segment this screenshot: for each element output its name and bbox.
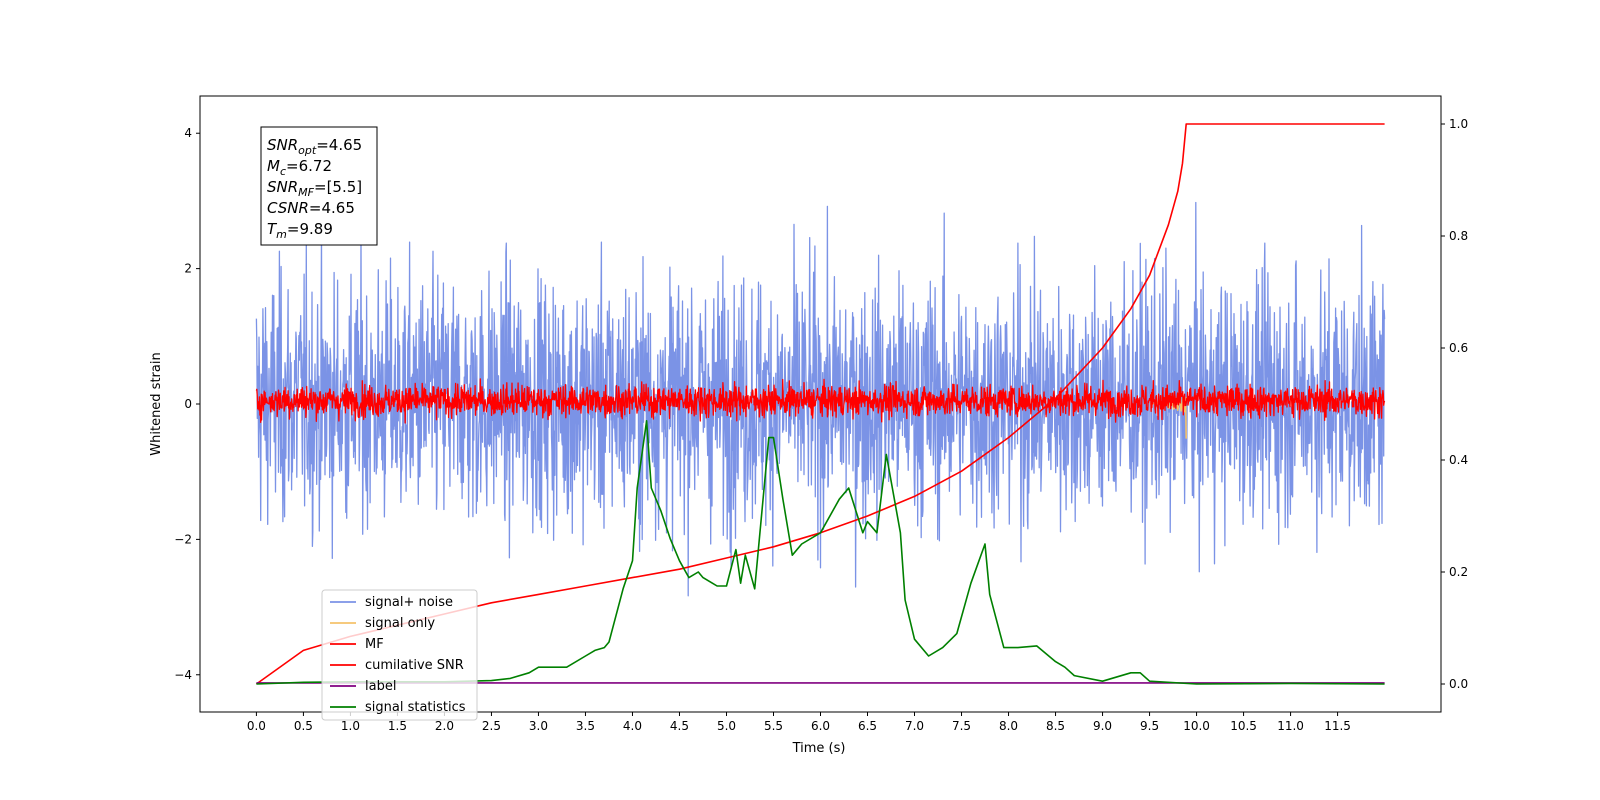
y-axis-right: 0.0 0.2 0.4 0.6 0.8 1.0 [1441,117,1468,691]
legend-label-label: label [365,679,396,694]
y-tick-label: 2 [184,262,192,276]
y2-tick-label: 0.2 [1449,565,1468,579]
y-tick-label: 0 [184,397,192,411]
annotation-line: SNRMF=[5.5] [267,178,362,199]
x-tick-label: 1.5 [388,719,407,733]
x-tick-label: 3.5 [576,719,595,733]
legend-label-signal-noise: signal+ noise [365,595,453,610]
y-axis-label: Whitened strain [149,352,164,455]
series-signal-noise-line [255,201,1386,597]
annotation-line: SNRopt=4.65 [267,136,362,157]
x-tick-label: 7.0 [905,719,924,733]
x-axis-label: Time (s) [792,741,846,756]
series-signal-statistics-line [256,419,1385,685]
x-tick-label: 11.5 [1324,719,1351,733]
y2-tick-label: 0.6 [1449,341,1468,355]
x-tick-label: 3.0 [529,719,548,733]
x-tick-label: 5.5 [764,719,783,733]
x-tick-label: 6.5 [858,719,877,733]
legend-label-mf: MF [365,637,384,652]
annotation-line: Mc=6.72 [267,157,332,178]
y2-tick-label: 0.4 [1449,453,1468,467]
x-tick-label: 10.5 [1230,719,1257,733]
series-mf-line [255,378,1386,424]
x-tick-label: 1.0 [341,719,360,733]
legend-label-signal-only: signal only [365,616,435,631]
x-tick-label: 7.5 [952,719,971,733]
x-tick-label: 8.5 [1046,719,1065,733]
x-tick-label: 2.0 [435,719,454,733]
x-tick-label: 6.0 [811,719,830,733]
x-tick-label: 10.0 [1183,719,1210,733]
y-axis-left: −4 −2 0 2 4 [174,126,200,682]
x-tick-label: 4.5 [670,719,689,733]
y2-tick-label: 1.0 [1449,117,1468,131]
x-tick-label: 5.0 [717,719,736,733]
x-tick-label: 9.0 [1093,719,1112,733]
x-tick-label: 4.0 [623,719,642,733]
x-tick-label: 11.0 [1277,719,1304,733]
x-tick-label: 0.0 [247,719,266,733]
y-tick-label: −2 [174,532,192,546]
y-tick-label: 4 [184,126,192,140]
legend: signal+ noise signal only MF cumilative SNR… [321,589,478,721]
annotation-line: Tm=9.89 [267,220,333,241]
annotation-line: CSNR=4.65 [267,199,355,217]
x-tick-label: 9.5 [1140,719,1159,733]
y2-tick-label: 0.0 [1449,677,1468,691]
y-tick-label: −4 [174,668,192,682]
x-tick-label: 8.0 [999,719,1018,733]
y2-tick-label: 0.8 [1449,229,1468,243]
legend-label-signal-statistics: signal statistics [365,700,466,715]
x-tick-label: 2.5 [482,719,501,733]
legend-label-cumilative-snr: cumilative SNR [365,658,464,673]
x-axis: 0.0 0.5 1.0 1.5 2.0 2.5 3.0 3.5 4.0 4.5 5.0 5.5 6.0 6… [247,712,1351,733]
x-tick-label: 0.5 [294,719,313,733]
